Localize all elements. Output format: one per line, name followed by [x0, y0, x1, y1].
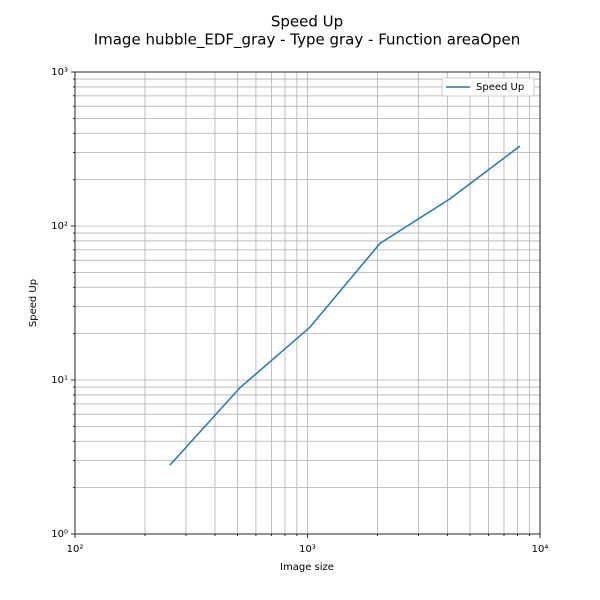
x-axis-label: Image size [280, 562, 334, 573]
legend-label: Speed Up [476, 82, 524, 93]
y-tick-label: 10³ [51, 67, 68, 78]
y-tick-label: 10² [51, 221, 68, 232]
y-tick-label: 10⁰ [51, 529, 68, 540]
y-tick-label: 10¹ [51, 375, 68, 386]
x-tick-label: 10⁴ [532, 544, 549, 555]
chart-title: Speed Up [271, 13, 343, 31]
x-tick-label: 10³ [299, 544, 316, 555]
x-tick-label: 10² [67, 544, 84, 555]
legend-box [441, 77, 535, 97]
y-axis-label: Speed Up [28, 279, 39, 327]
chart-subtitle: Image hubble_EDF_gray - Type gray - Func… [94, 31, 521, 50]
series-line [169, 145, 521, 466]
plot-frame [74, 71, 541, 535]
